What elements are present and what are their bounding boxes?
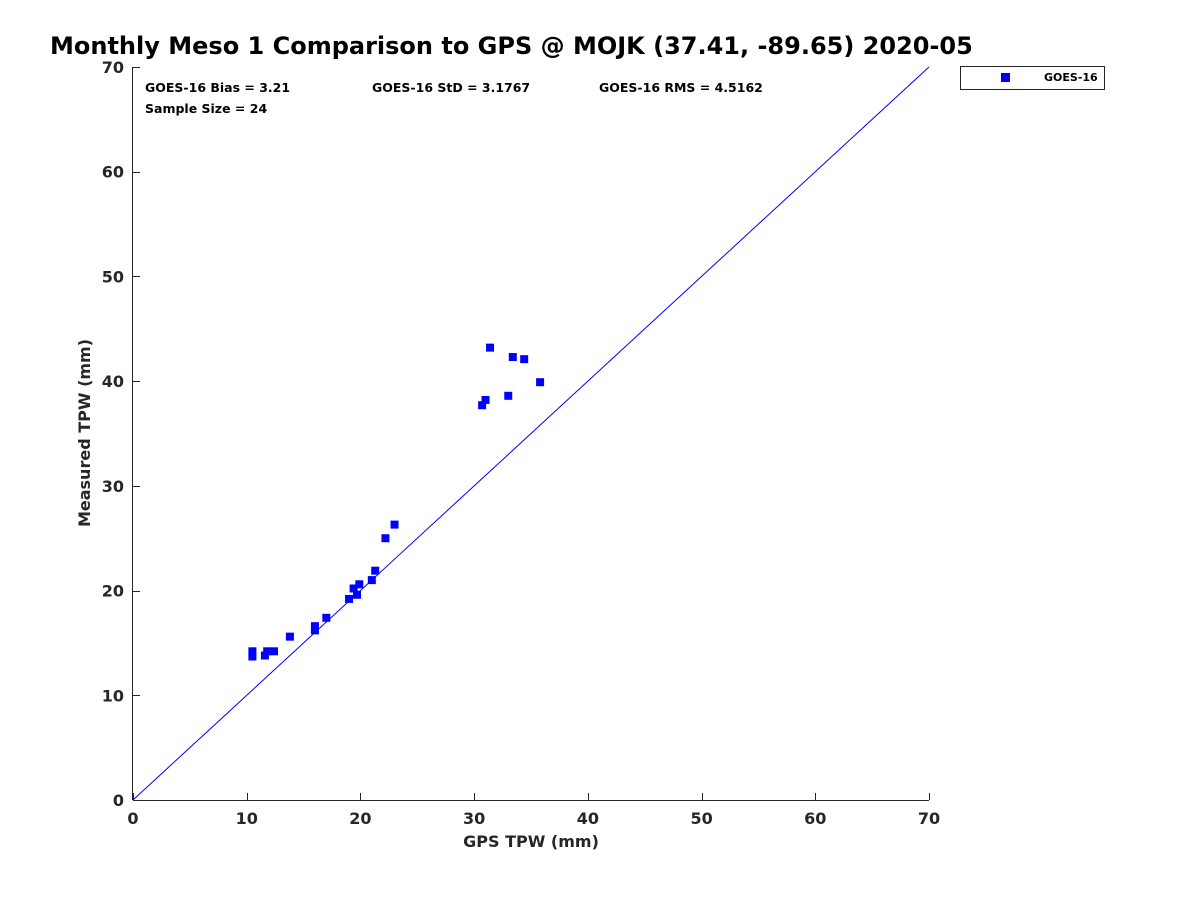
y-tick-label: 30: [102, 477, 124, 496]
x-axis-ticks: 0 10 20 30 40 50 60 70: [127, 793, 940, 828]
legend-box: [960, 66, 1105, 90]
data-point: [355, 580, 364, 589]
bias-stat: GOES-16 Bias = 3.21: [145, 80, 290, 95]
data-point: [371, 566, 380, 575]
y-axis-ticks: 0 10 20 30 40 50 60 70: [102, 58, 140, 810]
data-point: [481, 395, 490, 404]
x-tick-label: 30: [463, 809, 485, 828]
one-to-one-reference-line: [132, 66, 930, 801]
data-point: [478, 401, 487, 410]
stats-annotations: GOES-16 Bias = 3.21 GOES-16 StD = 3.1767…: [145, 80, 763, 116]
plot-area: 0 10 20 30 40 50 60 70 0 10 20 30 40 50 60 70: [102, 58, 940, 828]
data-point: [345, 594, 354, 603]
data-point: [486, 343, 495, 352]
data-point: [263, 647, 272, 656]
data-point: [390, 520, 399, 529]
data-points: [248, 343, 545, 661]
x-tick-label: 20: [349, 809, 371, 828]
data-point: [367, 576, 376, 585]
x-tick-label: 70: [918, 809, 940, 828]
y-tick-label: 10: [102, 686, 124, 705]
data-point: [508, 353, 517, 362]
x-tick-label: 60: [804, 809, 826, 828]
y-tick-label: 20: [102, 582, 124, 601]
data-point: [381, 534, 390, 543]
y-tick-label: 40: [102, 372, 124, 391]
data-point: [536, 378, 545, 387]
data-point: [310, 626, 319, 635]
x-tick-label: 0: [127, 809, 138, 828]
data-point: [285, 632, 294, 641]
legend: GOES-16: [960, 66, 1105, 90]
data-point: [353, 590, 362, 599]
x-tick-label: 10: [236, 809, 258, 828]
std-stat: GOES-16 StD = 3.1767: [372, 80, 530, 95]
rms-stat: GOES-16 RMS = 4.5162: [599, 80, 763, 95]
data-point: [310, 622, 319, 631]
data-point: [260, 651, 269, 660]
x-tick-label: 50: [690, 809, 712, 828]
chart-title: Monthly Meso 1 Comparison to GPS @ MOJK …: [50, 32, 973, 60]
legend-marker-square-icon: [1001, 73, 1010, 82]
y-tick-label: 60: [102, 163, 124, 182]
y-axis-label: Measured TPW (mm): [75, 339, 94, 527]
y-tick-label: 50: [102, 267, 124, 286]
data-point: [270, 647, 279, 656]
x-axis-label: GPS TPW (mm): [463, 832, 599, 851]
x-tick-label: 40: [577, 809, 599, 828]
data-point: [248, 652, 257, 661]
legend-entry-goes-16: GOES-16: [1044, 71, 1098, 84]
data-point: [349, 584, 358, 593]
data-point: [504, 391, 513, 400]
data-point: [520, 355, 529, 364]
y-tick-label: 70: [102, 58, 124, 77]
data-point: [322, 613, 331, 622]
sample-size-stat: Sample Size = 24: [145, 101, 267, 116]
data-point: [248, 647, 257, 656]
y-tick-label: 0: [113, 791, 124, 810]
